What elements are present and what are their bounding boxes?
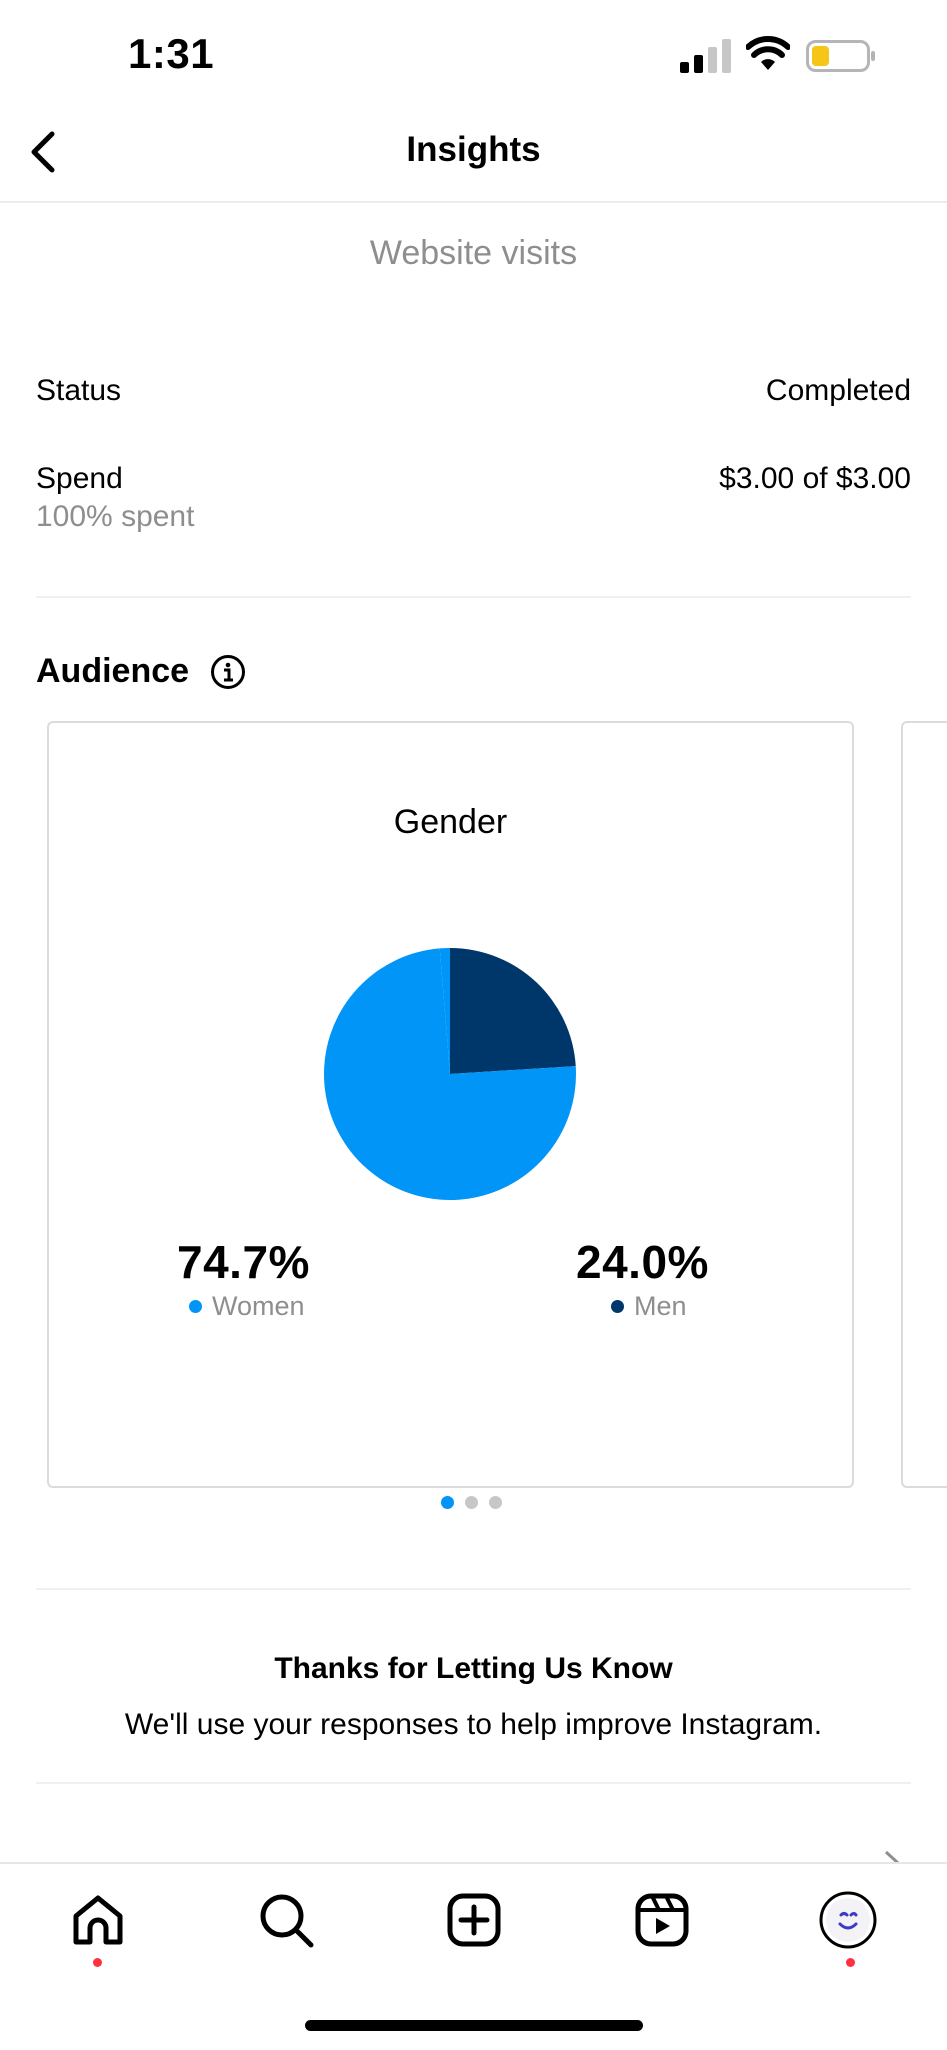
home-indicator bbox=[305, 2020, 643, 2031]
pager-dot[interactable] bbox=[441, 1496, 454, 1509]
status-time: 1:31 bbox=[128, 30, 215, 77]
header-divider bbox=[0, 201, 947, 203]
spend-percent: 100% spent bbox=[36, 500, 195, 533]
cellular-signal-icon bbox=[680, 39, 731, 73]
section-divider bbox=[36, 1588, 911, 1590]
pager-dot[interactable] bbox=[465, 1496, 478, 1509]
status-value: Completed bbox=[765, 374, 911, 407]
info-icon[interactable] bbox=[210, 654, 246, 690]
create-icon[interactable] bbox=[444, 1890, 504, 1950]
pie-slice-remainder bbox=[439, 948, 450, 1074]
gender-pie-chart bbox=[324, 948, 576, 1200]
status-label: Status bbox=[36, 374, 122, 407]
reels-icon[interactable] bbox=[632, 1890, 692, 1950]
page-title: Insights bbox=[406, 130, 541, 169]
spend-value: $3.00 of $3.00 bbox=[719, 462, 911, 495]
back-arrow-icon[interactable] bbox=[22, 128, 66, 176]
gender-card[interactable]: Gender 74.7% Women 24.0% Men bbox=[47, 721, 854, 1488]
audience-heading: Audience bbox=[36, 652, 190, 690]
spend-label: Spend bbox=[36, 462, 123, 495]
women-legend-dot bbox=[189, 1300, 202, 1313]
women-percent: 74.7% bbox=[177, 1236, 310, 1288]
men-legend: Men bbox=[611, 1291, 687, 1322]
home-notification-dot bbox=[93, 1958, 102, 1967]
home-icon[interactable] bbox=[68, 1890, 128, 1950]
next-card-peek[interactable] bbox=[901, 721, 947, 1488]
profile-avatar[interactable] bbox=[818, 1890, 878, 1950]
wifi-icon bbox=[746, 36, 790, 70]
chart-title: Gender bbox=[393, 803, 508, 841]
section-divider bbox=[36, 596, 911, 598]
carousel-pager bbox=[441, 1496, 502, 1509]
profile-notification-dot bbox=[846, 1958, 855, 1967]
women-legend-label: Women bbox=[212, 1291, 305, 1321]
pie-slice-men bbox=[450, 948, 576, 1074]
pager-dot[interactable] bbox=[489, 1496, 502, 1509]
feedback-title: Thanks for Letting Us Know bbox=[274, 1652, 673, 1685]
bottom-tab-bar bbox=[0, 1862, 947, 2050]
men-legend-dot bbox=[611, 1300, 624, 1313]
battery-icon bbox=[806, 40, 875, 72]
ad-objective: Website visits bbox=[369, 234, 578, 272]
section-divider bbox=[36, 1782, 911, 1784]
pie-slice-women bbox=[324, 948, 576, 1200]
women-legend: Women bbox=[189, 1291, 305, 1322]
men-percent: 24.0% bbox=[576, 1236, 709, 1288]
men-legend-label: Men bbox=[634, 1291, 687, 1321]
feedback-body: We'll use your responses to help improve… bbox=[124, 1708, 823, 1741]
search-icon[interactable] bbox=[256, 1890, 316, 1950]
